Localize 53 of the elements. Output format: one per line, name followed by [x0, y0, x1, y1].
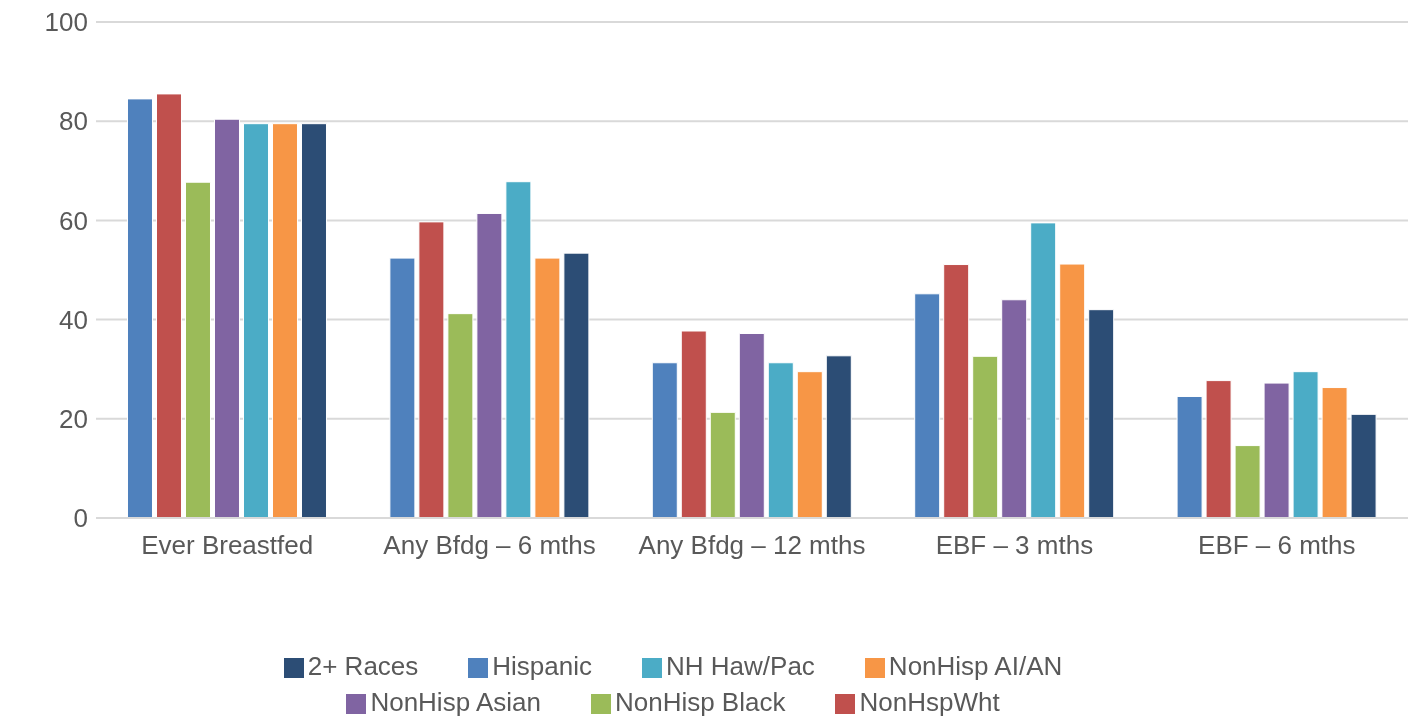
y-tick-label: 80 — [59, 106, 88, 137]
bar — [1030, 222, 1057, 518]
bar — [271, 123, 298, 518]
bar — [505, 181, 532, 518]
x-tick-label: Any Bfdg – 12 mths — [638, 530, 866, 561]
bar — [738, 332, 765, 518]
bar — [1001, 299, 1028, 518]
bar — [1234, 445, 1261, 518]
bar — [825, 355, 852, 518]
bar — [1059, 263, 1086, 518]
x-tick-label: Any Bfdg – 6 mths — [383, 530, 596, 561]
y-tick-label: 60 — [59, 205, 88, 236]
bar — [1292, 371, 1319, 518]
legend-label: NonHspWht — [859, 687, 1000, 717]
bar — [709, 411, 736, 518]
bar — [563, 252, 590, 518]
legend-label: NonHisp Asian — [370, 687, 541, 717]
bar — [126, 98, 153, 518]
legend-label: NonHisp Black — [614, 687, 786, 717]
bar — [1205, 380, 1232, 518]
x-tick-label: EBF – 3 mths — [935, 530, 1094, 561]
bar — [1176, 395, 1203, 518]
y-tick-label: 20 — [59, 404, 88, 435]
y-tick-label: 0 — [73, 503, 88, 534]
bar — [476, 212, 503, 518]
legend-label: NH Haw/Pac — [666, 651, 815, 681]
legend-label: NonHisp AI/AN — [888, 651, 1063, 681]
bar — [680, 330, 707, 518]
bar — [943, 264, 970, 518]
bar — [1350, 413, 1377, 518]
bar — [651, 362, 678, 518]
bar — [418, 221, 445, 518]
bar — [914, 293, 941, 518]
bar — [534, 257, 561, 518]
bar — [213, 118, 240, 518]
bar — [1321, 387, 1348, 518]
bar — [972, 355, 999, 518]
bar — [796, 371, 823, 518]
bar — [184, 181, 211, 518]
bar — [389, 257, 416, 518]
bar — [767, 362, 794, 518]
bar — [1088, 309, 1115, 518]
y-tick-label: 100 — [44, 7, 88, 38]
x-tick-label: EBF – 6 mths — [1198, 530, 1356, 561]
legend-label: 2+ Races — [307, 651, 419, 681]
bar — [1263, 382, 1290, 518]
bar — [242, 123, 269, 518]
legend-label: Hispanic — [492, 651, 593, 681]
y-tick-label: 40 — [59, 304, 88, 335]
x-tick-label: Ever Breastfed — [141, 530, 314, 561]
bar — [155, 93, 182, 518]
bar — [447, 313, 474, 518]
bar — [300, 123, 327, 518]
